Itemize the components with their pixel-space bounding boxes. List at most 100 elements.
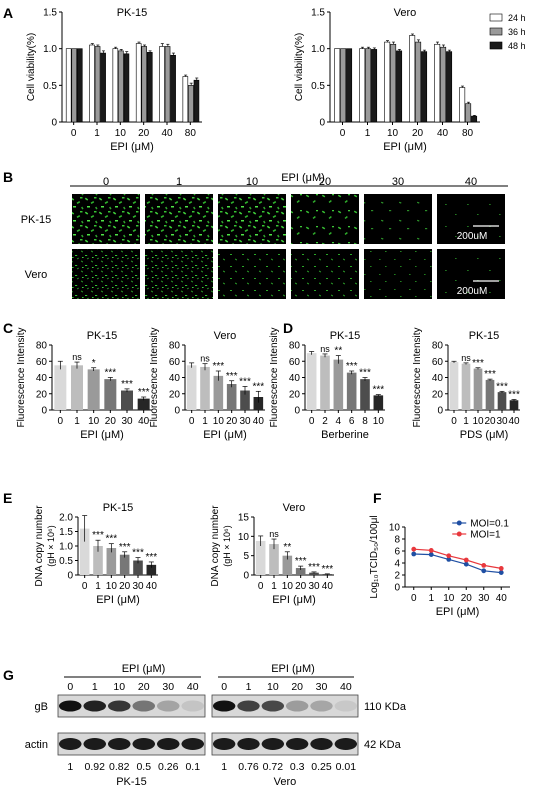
y-tick-label: 0 [319, 118, 325, 129]
bar [473, 368, 483, 410]
blot-lane-label: 0 [221, 681, 227, 693]
micrograph [72, 194, 140, 244]
y-tick-label: 0 [437, 406, 443, 417]
x-tick-label: 8 [362, 416, 368, 427]
y-tick-label: 10 [238, 532, 250, 543]
significance-label: *** [496, 381, 508, 392]
chart-e1: 0 0.5 1.0 1.5 2.0 PK-15 DNA copy number (gH × 1… [34, 502, 158, 606]
significance-label: ns [320, 344, 330, 354]
y-tick-label: 0 [174, 406, 180, 417]
y-tick-label: 40 [169, 373, 181, 384]
blot-band [334, 738, 358, 750]
y-axis-label: DNA copy number [210, 505, 221, 587]
x-tick-label: 20 [105, 416, 117, 427]
y-tick-label: 60 [36, 357, 48, 368]
x-tick-label: 20 [295, 581, 307, 592]
bar [334, 48, 341, 123]
blot-band [58, 700, 82, 712]
blot-band [212, 738, 236, 750]
bar [295, 568, 306, 575]
y-tick-label: 20 [36, 389, 48, 400]
bar [87, 369, 100, 410]
blot-lane-label: 30 [162, 681, 174, 693]
significance-label: *** [321, 564, 333, 575]
x-tick-label: 30 [239, 416, 251, 427]
blot-band [285, 738, 309, 750]
bar [77, 48, 83, 123]
x-tick-label: 40 [253, 416, 265, 427]
significance-label: *** [104, 368, 116, 379]
blot-lane-label: 40 [187, 681, 199, 693]
y-tick-label: 0 [41, 406, 47, 417]
significance-label: *** [359, 368, 371, 379]
y-tick-label: 80 [289, 341, 301, 352]
y-tick-label: 0 [394, 583, 400, 594]
significance-label: * [92, 358, 96, 369]
bar [384, 41, 391, 123]
significance-label: *** [295, 556, 307, 567]
x-tick-label: 40 [146, 581, 158, 592]
x-tick-label: 4 [336, 416, 342, 427]
blot-band [261, 738, 285, 750]
bar [320, 355, 330, 410]
blot-band [58, 738, 82, 750]
scale-bar-label: 200uM [457, 231, 488, 242]
micrograph [437, 249, 505, 299]
y-tick-label: 80 [36, 341, 48, 352]
data-point [481, 563, 487, 568]
y-tick-label: 20 [289, 389, 301, 400]
x-tick-label: 6 [349, 416, 355, 427]
bar [226, 384, 237, 410]
x-tick-label: 1 [94, 128, 100, 139]
y-tick-label: 60 [169, 357, 181, 368]
x-tick-label: 10 [115, 128, 127, 139]
significance-label: *** [119, 542, 131, 553]
microscopy-row-label: PK-15 [21, 214, 52, 226]
bar [485, 379, 495, 410]
data-point [463, 561, 469, 567]
significance-label: *** [132, 548, 144, 559]
y-axis-label: Fluorescence Intensity [16, 327, 27, 427]
blot-lane-label: 20 [291, 681, 303, 693]
blot-lane-label: 30 [316, 681, 328, 693]
micrograph [364, 249, 432, 299]
bar [471, 115, 478, 123]
y-tick-label: 1.0 [43, 44, 57, 55]
chart-title: Vero [283, 502, 306, 514]
y-tick-label: 0.5 [311, 81, 325, 92]
significance-label: ns [461, 353, 471, 363]
legend-label: MOI=0.1 [470, 519, 509, 530]
x-tick-label: 10 [387, 128, 399, 139]
y-tick-label: 40 [432, 373, 444, 384]
x-tick-label: 0 [309, 416, 315, 427]
blot-lane-label: 10 [113, 681, 125, 693]
bar [434, 43, 441, 123]
chart-title: PK-15 [103, 502, 134, 514]
x-axis-label: EPI (μM) [436, 606, 480, 618]
x-tick-label: 80 [462, 128, 474, 139]
blot-ratio: 1 [221, 761, 227, 773]
blot-group-label: PK-15 [116, 776, 147, 788]
x-tick-label: 20 [226, 416, 238, 427]
y-tick-label: 15 [238, 513, 250, 524]
bar [186, 365, 197, 410]
bar [465, 103, 472, 123]
x-tick-label: 10 [106, 581, 118, 592]
bar [255, 540, 266, 575]
x-axis-label: EPI (μM) [96, 594, 140, 606]
bar [71, 48, 78, 123]
significance-label: ** [283, 542, 291, 553]
panel-letter-d: D [283, 320, 293, 336]
bar [359, 48, 366, 123]
blot-band [310, 700, 333, 712]
y-axis-label: Cell viability(%) [26, 33, 37, 101]
panel-letter-b: B [3, 169, 13, 185]
bar [104, 379, 117, 410]
y-tick-label: 4 [394, 559, 400, 570]
significance-label: *** [226, 371, 238, 382]
y-tick-label: 0.5 [59, 556, 73, 567]
data-point [498, 566, 504, 571]
